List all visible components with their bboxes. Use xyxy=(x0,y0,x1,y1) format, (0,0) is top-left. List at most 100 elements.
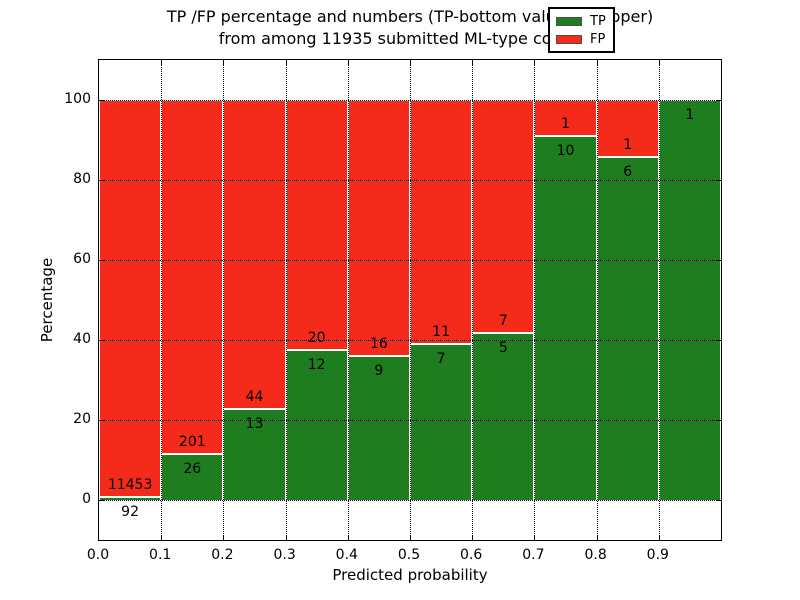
x-gridline xyxy=(347,60,349,540)
bar-tp-segment xyxy=(596,157,659,500)
fp-count-label: 44 xyxy=(245,388,264,405)
x-tick-mark xyxy=(223,60,225,65)
y-tick-mark xyxy=(99,340,104,341)
legend: TP FP xyxy=(548,7,615,53)
y-tick-mark xyxy=(99,180,104,181)
fp-count-label: 20 xyxy=(307,330,326,346)
chart-title-line-2: from among 11935 submitted ML-type conta… xyxy=(218,29,602,48)
y-tick-mark xyxy=(99,500,104,501)
tp-count-label: 13 xyxy=(245,415,264,432)
x-gridline xyxy=(534,60,536,540)
fp-count-label: 201 xyxy=(178,434,206,451)
bar-tp-segment xyxy=(347,356,410,500)
x-gridline xyxy=(658,60,660,540)
bar-fp-segment xyxy=(410,100,473,345)
tp-count-label: 12 xyxy=(307,357,326,373)
x-tick-label: 0.8 xyxy=(584,547,607,563)
fp-count-label: 11 xyxy=(432,324,451,341)
bar-fp-segment xyxy=(161,100,224,455)
x-gridline xyxy=(161,60,163,540)
x-tick-mark xyxy=(347,60,349,65)
x-tick-label: 0.0 xyxy=(86,547,110,563)
bar-tp-segment xyxy=(472,333,535,500)
x-tick-mark xyxy=(410,60,411,65)
y-tick-mark xyxy=(716,100,721,101)
legend-label-tp: TP xyxy=(590,13,606,29)
legend-item-tp: TP xyxy=(556,14,607,28)
tp-count-label: 1 xyxy=(685,107,695,123)
tp-count-label: 26 xyxy=(183,461,202,478)
x-tick-mark xyxy=(534,60,536,65)
tp-count-label: 6 xyxy=(623,164,633,181)
x-gridline xyxy=(472,60,474,540)
bar-fp-segment xyxy=(223,100,286,409)
fp-count-label: 1 xyxy=(561,116,570,133)
x-gridline xyxy=(223,60,225,540)
tp-count-label: 10 xyxy=(556,143,575,160)
y-tick-label: 20 xyxy=(73,411,91,427)
x-tick-label: 0.4 xyxy=(335,547,358,563)
bar-tp-segment xyxy=(534,136,597,500)
y-tick-label: 80 xyxy=(73,171,91,187)
y-axis-label: Percentage xyxy=(38,257,56,343)
y-tick-mark xyxy=(716,340,721,341)
y-tick-mark xyxy=(99,260,104,261)
x-axis-label: Predicted probability xyxy=(332,566,488,584)
bar-fp-segment xyxy=(347,100,410,356)
bar-tp-segment xyxy=(658,100,721,500)
y-tick-label: 60 xyxy=(73,251,91,267)
x-gridline xyxy=(285,60,287,540)
x-tick-label: 0.2 xyxy=(211,547,234,563)
bar-tp-segment xyxy=(410,344,473,500)
legend-label-fp: FP xyxy=(590,31,606,47)
y-tick-label: 0 xyxy=(82,491,91,507)
y-tick-mark xyxy=(716,180,721,181)
x-tick-label: 0.5 xyxy=(397,547,421,563)
legend-item-fp: FP xyxy=(556,32,607,46)
y-tick-label: 100 xyxy=(64,91,91,107)
x-tick-mark xyxy=(658,535,660,540)
bar-fp-segment xyxy=(285,100,348,350)
bar-tp-segment xyxy=(99,496,162,500)
x-tick-label: 0.1 xyxy=(149,547,172,563)
x-tick-mark xyxy=(223,535,225,540)
fp-count-label: 16 xyxy=(369,336,388,352)
fp-count-label: 7 xyxy=(498,313,508,330)
bar-tp-segment xyxy=(285,350,348,500)
x-tick-mark xyxy=(285,60,287,65)
x-tick-mark xyxy=(658,60,660,65)
tp-count-label: 7 xyxy=(436,351,446,368)
bar-fp-segment xyxy=(472,100,535,334)
x-tick-mark xyxy=(410,535,411,540)
x-tick-label: 0.6 xyxy=(460,547,483,563)
x-tick-mark xyxy=(596,535,598,540)
x-tick-mark xyxy=(596,60,598,65)
x-tick-mark xyxy=(285,535,287,540)
fp-swatch-icon xyxy=(556,34,582,44)
tp-count-label: 9 xyxy=(374,363,384,379)
y-tick-label: 40 xyxy=(73,331,91,347)
x-tick-mark xyxy=(347,535,349,540)
tp-count-label: 92 xyxy=(121,503,140,520)
fp-count-label: 1 xyxy=(623,137,633,154)
x-tick-mark xyxy=(472,60,474,65)
tp-count-label: 5 xyxy=(498,340,508,357)
fp-count-label: 11453 xyxy=(107,476,153,493)
tp-swatch-icon xyxy=(556,16,582,26)
y-tick-mark xyxy=(99,100,104,101)
bar-tp-segment xyxy=(223,408,286,500)
x-tick-label: 0.9 xyxy=(646,547,669,563)
plot-area: 11453 92 201 26 44 13 20 12 16 9 11 7 7 5 1 10 1 6 1 xyxy=(98,59,722,541)
chart-title-line-1: TP /FP percentage and numbers (TP-bottom… xyxy=(166,7,654,26)
y-tick-mark xyxy=(716,260,721,261)
x-tick-mark xyxy=(161,60,163,65)
bar-fp-segment xyxy=(99,100,162,497)
y-tick-mark xyxy=(716,420,721,421)
x-tick-mark xyxy=(534,535,536,540)
x-gridline xyxy=(596,60,598,540)
x-tick-mark xyxy=(472,535,474,540)
x-tick-label: 0.3 xyxy=(273,547,296,563)
x-gridline xyxy=(410,60,411,540)
y-tick-mark xyxy=(716,500,721,501)
